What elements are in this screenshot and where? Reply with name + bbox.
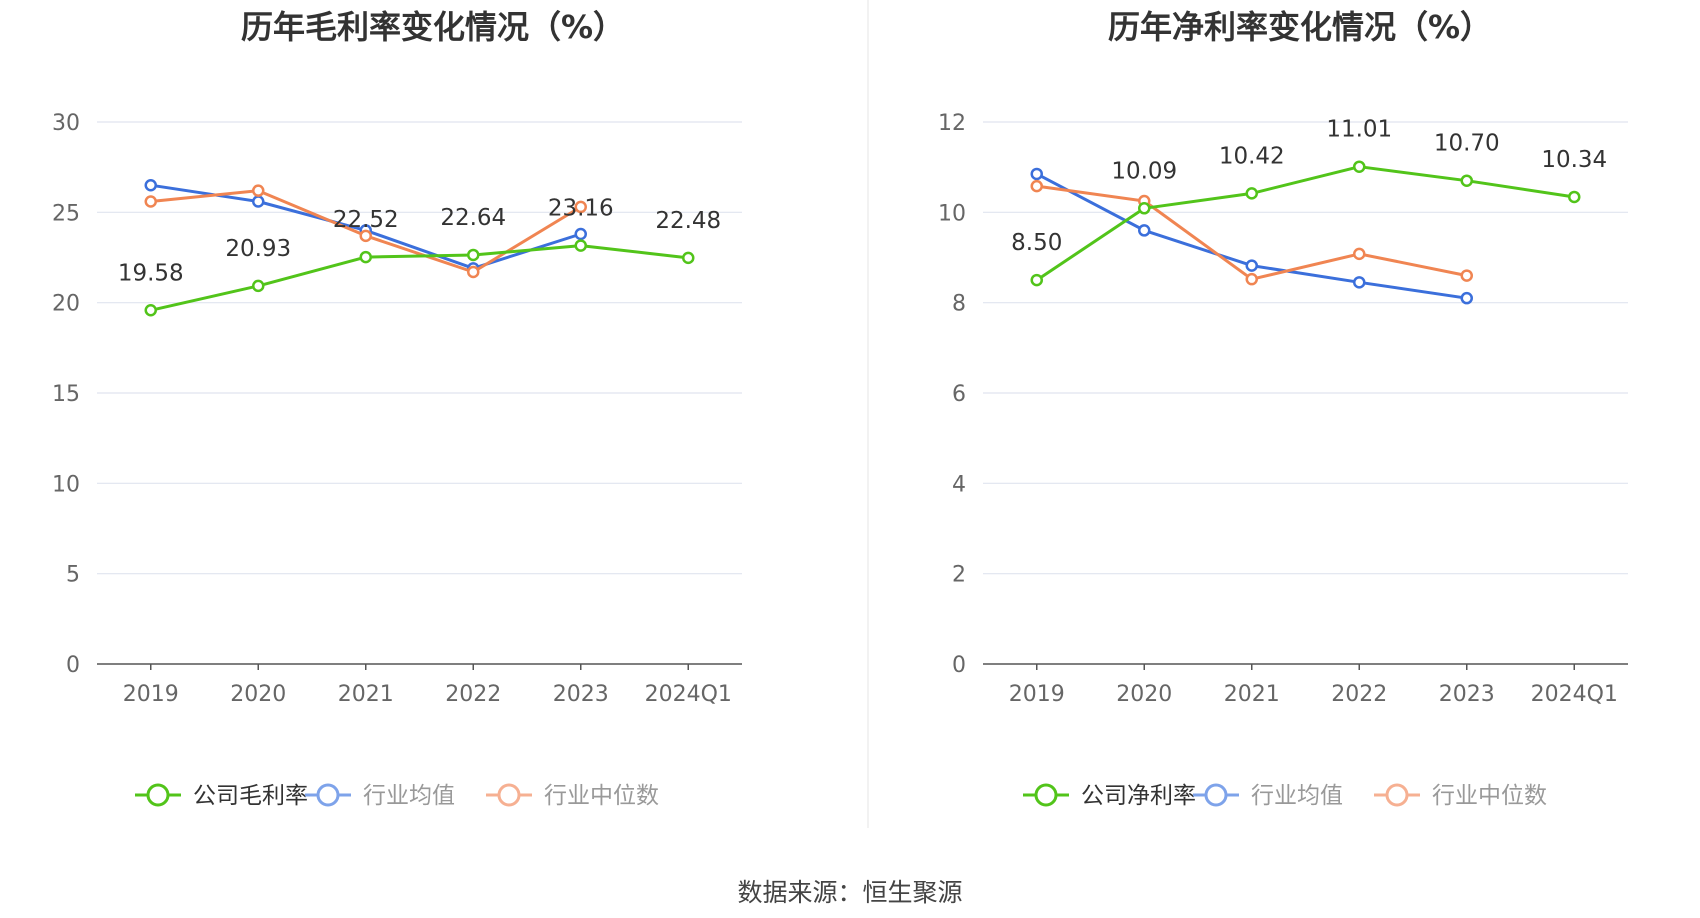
x-tick-label: 2020 [230, 682, 286, 707]
y-tick-label: 30 [52, 111, 80, 136]
data-point [1460, 174, 1473, 187]
y-tick-label: 15 [52, 382, 80, 407]
data-label: 20.93 [225, 236, 291, 262]
data-label: 10.34 [1541, 147, 1607, 173]
x-tick-label: 2023 [553, 682, 609, 707]
data-point [1353, 276, 1366, 289]
gross-margin-chart: 历年毛利率变化情况（%） 0 5 10 15 20 25 30 2019 2020 2021 2022… [52, 8, 742, 809]
x-tick-label: 2023 [1439, 682, 1495, 707]
data-point [359, 229, 372, 243]
data-point [252, 279, 265, 293]
data-label: 11.01 [1326, 117, 1392, 143]
data-point [1245, 187, 1258, 200]
legend-label: 公司净利率 [1081, 783, 1196, 809]
data-label: 10.09 [1111, 158, 1177, 184]
series-line [150, 244, 689, 312]
y-tick-label: 12 [938, 111, 966, 136]
data-point [467, 248, 480, 262]
legend-marker [146, 783, 170, 807]
data-point [682, 251, 695, 265]
data-point [144, 195, 157, 208]
y-tick-label: 2 [952, 563, 966, 588]
legend-marker [497, 783, 521, 807]
legend-label: 公司毛利率 [193, 783, 308, 809]
data-point [252, 195, 265, 208]
data-point [1138, 224, 1151, 237]
y-tick-label: 0 [952, 653, 966, 678]
data-point [1460, 269, 1473, 282]
legend-marker [1204, 783, 1228, 807]
data-source-note: 数据来源：恒生聚源 [737, 878, 962, 907]
y-tick-label: 6 [952, 382, 966, 407]
data-point [1030, 273, 1043, 287]
x-tick-label: 2019 [123, 682, 179, 707]
legend-marker [1034, 783, 1058, 807]
x-tick-label: 2020 [1116, 682, 1172, 707]
y-tick-label: 25 [52, 201, 80, 226]
data-label: 10.70 [1434, 131, 1500, 157]
data-label: 8.50 [1011, 230, 1062, 256]
series-line [1035, 165, 1575, 282]
y-tick-label: 20 [52, 292, 80, 317]
data-point [574, 227, 587, 241]
y-tick-label: 10 [52, 472, 80, 497]
data-label: 10.42 [1219, 143, 1285, 169]
data-point [1568, 190, 1581, 204]
legend-label: 行业均值 [1251, 783, 1343, 809]
legend-label: 行业中位数 [544, 783, 659, 809]
data-point [1030, 167, 1043, 181]
y-tick-label: 5 [66, 563, 80, 588]
data-point [1353, 160, 1366, 173]
y-tick-label: 8 [952, 292, 966, 317]
data-point [1460, 291, 1473, 305]
legend-marker [1385, 783, 1409, 807]
data-point [1353, 247, 1366, 261]
legend-label: 行业中位数 [1432, 783, 1547, 809]
data-point [1245, 272, 1258, 286]
data-label: 22.52 [333, 207, 399, 233]
x-tick-label: 2021 [338, 682, 394, 707]
x-tick-label: 2022 [1331, 682, 1387, 707]
legend-label: 行业均值 [363, 783, 455, 809]
chart-title: 历年毛利率变化情况（%） [241, 8, 625, 46]
data-point [1030, 179, 1043, 193]
data-point [252, 184, 265, 197]
data-label: 22.64 [440, 205, 506, 231]
x-tick-label: 2021 [1224, 682, 1280, 707]
data-label: 19.58 [118, 260, 184, 286]
chart-title: 历年净利率变化情况（%） [1108, 8, 1492, 46]
y-tick-label: 0 [66, 653, 80, 678]
x-tick-label: 2024Q1 [645, 682, 732, 707]
net-margin-chart: 历年净利率变化情况（%） 0 2 4 6 8 10 12 2019 2020 2021 2022 202… [938, 8, 1628, 809]
y-tick-label: 10 [938, 201, 966, 226]
legend-marker [316, 783, 340, 807]
data-point [1138, 202, 1151, 215]
data-point [1245, 259, 1258, 272]
data-point [574, 239, 587, 252]
data-point [144, 304, 157, 317]
x-tick-label: 2024Q1 [1531, 682, 1618, 707]
x-tick-label: 2022 [445, 682, 501, 707]
x-tick-label: 2019 [1009, 682, 1065, 707]
y-tick-label: 4 [952, 472, 966, 497]
data-label: 22.48 [655, 208, 721, 234]
data-point [144, 178, 157, 192]
data-point [574, 200, 587, 214]
data-label: 23.16 [548, 196, 614, 222]
data-point [467, 265, 480, 279]
data-point [359, 250, 372, 264]
